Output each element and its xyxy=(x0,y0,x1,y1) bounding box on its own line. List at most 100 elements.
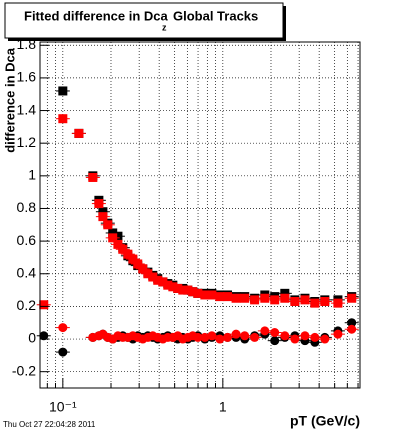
square-marker xyxy=(320,297,330,306)
y-tick-label: -0.2 xyxy=(12,362,36,378)
circle-marker xyxy=(215,334,225,344)
data-point xyxy=(267,295,282,305)
y-axis-label: difference in Dca xyxy=(2,47,17,153)
square-marker xyxy=(143,269,153,279)
circle-marker xyxy=(310,332,320,342)
data-point xyxy=(344,293,359,303)
square-marker xyxy=(58,86,68,96)
circle-marker xyxy=(58,347,68,357)
data-point xyxy=(220,332,235,342)
data-point xyxy=(120,249,135,259)
timestamp: Thu Oct 27 22:04:28 2011 xyxy=(3,420,96,429)
data-point xyxy=(344,318,359,328)
data-point xyxy=(204,331,219,341)
data-point xyxy=(135,264,150,274)
data-point xyxy=(247,332,262,342)
data-point xyxy=(130,259,145,269)
data-point xyxy=(55,114,70,124)
square-marker xyxy=(250,295,260,305)
chart-title: Fitted difference in Dca xyxy=(24,8,169,23)
data-point xyxy=(71,128,86,138)
circle-marker xyxy=(347,324,357,334)
square-marker xyxy=(300,295,310,305)
data-point xyxy=(317,297,332,306)
square-marker xyxy=(113,231,123,241)
y-tick-label: 1.6 xyxy=(17,69,37,85)
data-point xyxy=(110,239,125,249)
circle-marker xyxy=(270,336,280,346)
data-point xyxy=(237,331,252,341)
x-tick-label: 1 xyxy=(219,399,227,415)
data-point xyxy=(307,332,322,342)
data-point xyxy=(287,334,302,344)
square-marker xyxy=(193,288,203,298)
square-marker xyxy=(88,172,98,182)
square-marker xyxy=(200,290,210,300)
square-marker xyxy=(215,292,225,302)
square-marker xyxy=(260,293,270,303)
y-tick-label: 0 xyxy=(28,330,36,346)
circle-marker xyxy=(58,323,68,333)
circle-marker xyxy=(260,326,270,336)
square-marker xyxy=(290,297,300,306)
title-box xyxy=(4,2,284,39)
data-point xyxy=(91,199,106,209)
data-point xyxy=(100,220,115,230)
square-marker xyxy=(168,282,178,292)
data-point xyxy=(297,295,312,305)
circle-marker xyxy=(290,334,300,344)
circle-marker xyxy=(231,329,241,339)
data-point xyxy=(85,172,100,182)
square-marker xyxy=(163,280,173,290)
circle-marker xyxy=(200,332,210,342)
data-point xyxy=(36,300,51,310)
circle-marker xyxy=(240,331,250,341)
square-marker xyxy=(310,298,320,308)
square-marker xyxy=(113,239,123,249)
square-marker xyxy=(128,254,138,264)
data-point xyxy=(115,244,130,254)
square-marker xyxy=(118,244,128,254)
circle-marker xyxy=(320,334,330,344)
circle-marker xyxy=(193,332,203,342)
square-marker xyxy=(183,285,193,295)
data-point xyxy=(247,295,262,305)
x-tick-label: 10⁻¹ xyxy=(49,399,77,415)
y-tick-label: 1.8 xyxy=(17,36,37,52)
square-marker xyxy=(333,298,343,308)
square-marker xyxy=(347,293,357,303)
square-marker xyxy=(39,300,49,310)
square-marker xyxy=(94,199,104,209)
square-marker xyxy=(98,207,108,217)
y-tick-label: 1 xyxy=(28,167,36,183)
circle-marker xyxy=(223,332,233,342)
square-marker xyxy=(153,275,163,285)
square-marker xyxy=(58,114,68,124)
square-marker xyxy=(207,290,217,300)
data-point xyxy=(307,298,322,308)
circle-marker xyxy=(207,331,217,341)
data-point xyxy=(287,297,302,306)
data-point xyxy=(317,334,332,344)
frame xyxy=(39,41,361,389)
square-marker xyxy=(270,295,280,305)
data-point xyxy=(55,323,70,333)
data-point xyxy=(330,329,345,339)
data-point xyxy=(297,331,312,341)
square-marker xyxy=(108,228,118,238)
data-point xyxy=(95,207,110,217)
circle-marker xyxy=(333,329,343,339)
y-tick-label: 0.6 xyxy=(17,232,37,248)
square-marker xyxy=(98,212,108,222)
y-tick-label: 0.2 xyxy=(17,297,37,313)
square-marker xyxy=(280,293,290,303)
x-axis-label: pT (GeV/c) xyxy=(290,413,360,429)
data-point xyxy=(36,331,51,341)
data-point xyxy=(344,324,359,334)
data-point xyxy=(257,293,272,303)
square-marker xyxy=(103,220,113,230)
square-marker xyxy=(133,259,143,269)
